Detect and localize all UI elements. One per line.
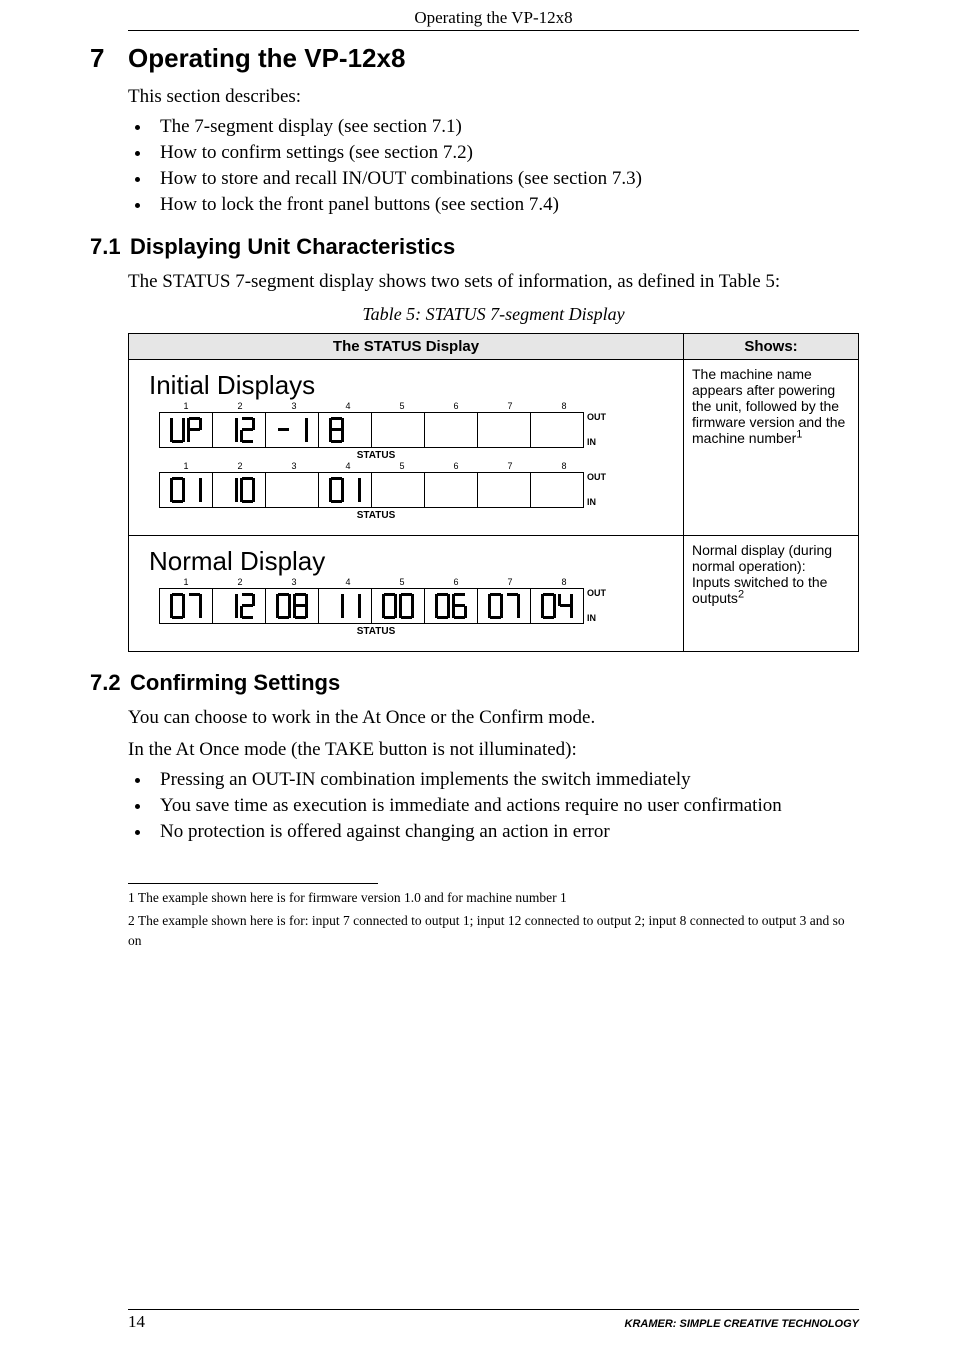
table-row: Initial Displays 12345678 OUTIN STATUS xyxy=(129,359,859,535)
body-text: The STATUS 7-segment display shows two s… xyxy=(128,270,859,294)
section-title: Operating the VP-12x8 xyxy=(128,43,405,73)
body-text: You can choose to work in the At Once or… xyxy=(128,706,859,730)
list-item: How to store and recall IN/OUT combinati… xyxy=(152,168,859,190)
seven-segment-cell xyxy=(478,589,531,623)
shows-cell: Normal display (during normal operation)… xyxy=(684,535,859,651)
status-label: STATUS xyxy=(159,450,593,461)
footer-text: KRAMER: SIMPLE CREATIVE TECHNOLOGY xyxy=(625,1318,859,1330)
status-display-cell: Normal Display 12345678 OUTIN STATUS xyxy=(129,535,684,651)
table-header: Shows: xyxy=(684,333,859,359)
shows-text: The machine name appears after powering … xyxy=(692,366,845,446)
seven-segment-cell xyxy=(266,413,319,447)
confirm-list: Pressing an OUT-IN combination implement… xyxy=(128,769,859,843)
footnote-ref: 2 xyxy=(738,588,744,600)
column-numbers: 12345678 xyxy=(159,461,591,471)
status-table: The STATUS Display Shows: Initial Displa… xyxy=(128,333,859,652)
section-heading: 7Operating the VP-12x8 xyxy=(90,43,859,74)
seven-segment-cell xyxy=(478,413,531,447)
list-item: Pressing an OUT-IN combination implement… xyxy=(152,769,859,791)
seven-segment-cell xyxy=(266,589,319,623)
status-label: STATUS xyxy=(159,510,593,521)
seven-segment-panel: 12345678 OUTIN STATUS xyxy=(159,587,675,637)
seven-segment-cell xyxy=(319,473,372,507)
intro-list: The 7-segment display (see section 7.1) … xyxy=(128,116,859,216)
table-caption: Table 5: STATUS 7-segment Display xyxy=(128,304,859,325)
column-numbers: 12345678 xyxy=(159,401,591,411)
shows-text: Normal display (during normal operation)… xyxy=(692,542,832,606)
subsection-number: 7.1 xyxy=(90,234,130,260)
seven-segment-cell xyxy=(160,413,213,447)
seven-segment-cell xyxy=(531,473,583,507)
subsection-title: Confirming Settings xyxy=(130,670,340,695)
seven-segment-cell xyxy=(319,589,372,623)
list-item: You save time as execution is immediate … xyxy=(152,795,859,817)
footnotes: 1 The example shown here is for firmware… xyxy=(128,883,859,951)
seven-segment-cell xyxy=(531,589,583,623)
list-item: How to confirm settings (see section 7.2… xyxy=(152,142,859,164)
seven-segment-cell xyxy=(372,473,425,507)
table-header: The STATUS Display xyxy=(129,333,684,359)
seven-segment-cell xyxy=(160,473,213,507)
seven-segment-cell xyxy=(372,413,425,447)
footnote: 1 The example shown here is for firmware… xyxy=(128,888,859,908)
seven-segment-cell xyxy=(213,589,266,623)
subsection-number: 7.2 xyxy=(90,670,130,696)
out-in-labels: OUTIN xyxy=(587,471,606,509)
seven-segment-cell xyxy=(478,473,531,507)
seven-segment-cell xyxy=(425,589,478,623)
display-title: Initial Displays xyxy=(149,370,675,401)
page: Operating the VP-12x8 7Operating the VP-… xyxy=(0,0,954,1352)
subsection-7-2: 7.2Confirming Settings xyxy=(90,670,859,696)
list-item: The 7-segment display (see section 7.1) xyxy=(152,116,859,138)
seven-segment-panel: 12345678 OUTIN STATUS 12345678 xyxy=(159,411,675,521)
display-title: Normal Display xyxy=(149,546,675,577)
seven-segment-cell xyxy=(266,473,319,507)
subsection-7-1: 7.1Displaying Unit Characteristics xyxy=(90,234,859,260)
table-row: Normal Display 12345678 OUTIN STATUS xyxy=(129,535,859,651)
section-number: 7 xyxy=(90,43,128,74)
seven-segment-cell xyxy=(213,413,266,447)
list-item: How to lock the front panel buttons (see… xyxy=(152,194,859,216)
seven-segment-cell xyxy=(319,413,372,447)
status-display-cell: Initial Displays 12345678 OUTIN STATUS xyxy=(129,359,684,535)
page-number: 14 xyxy=(128,1312,145,1332)
footnote: 2 The example shown here is for: input 7… xyxy=(128,911,859,952)
seven-segment-cell xyxy=(425,473,478,507)
running-head: Operating the VP-12x8 xyxy=(128,0,859,31)
seven-segment-cell xyxy=(160,589,213,623)
out-in-labels: OUTIN xyxy=(587,411,606,449)
body-text: In the At Once mode (the TAKE button is … xyxy=(128,738,859,762)
seven-segment-cell xyxy=(425,413,478,447)
seven-segment-cell xyxy=(213,473,266,507)
seven-segment-cell xyxy=(372,589,425,623)
footnote-ref: 1 xyxy=(796,428,802,440)
seven-segment-cell xyxy=(531,413,583,447)
column-numbers: 12345678 xyxy=(159,577,591,587)
status-label: STATUS xyxy=(159,626,593,637)
intro-text: This section describes: xyxy=(128,86,859,108)
shows-cell: The machine name appears after powering … xyxy=(684,359,859,535)
out-in-labels: OUTIN xyxy=(587,587,606,625)
page-footer: 14 KRAMER: SIMPLE CREATIVE TECHNOLOGY xyxy=(128,1309,859,1332)
subsection-title: Displaying Unit Characteristics xyxy=(130,234,455,259)
list-item: No protection is offered against changin… xyxy=(152,821,859,843)
